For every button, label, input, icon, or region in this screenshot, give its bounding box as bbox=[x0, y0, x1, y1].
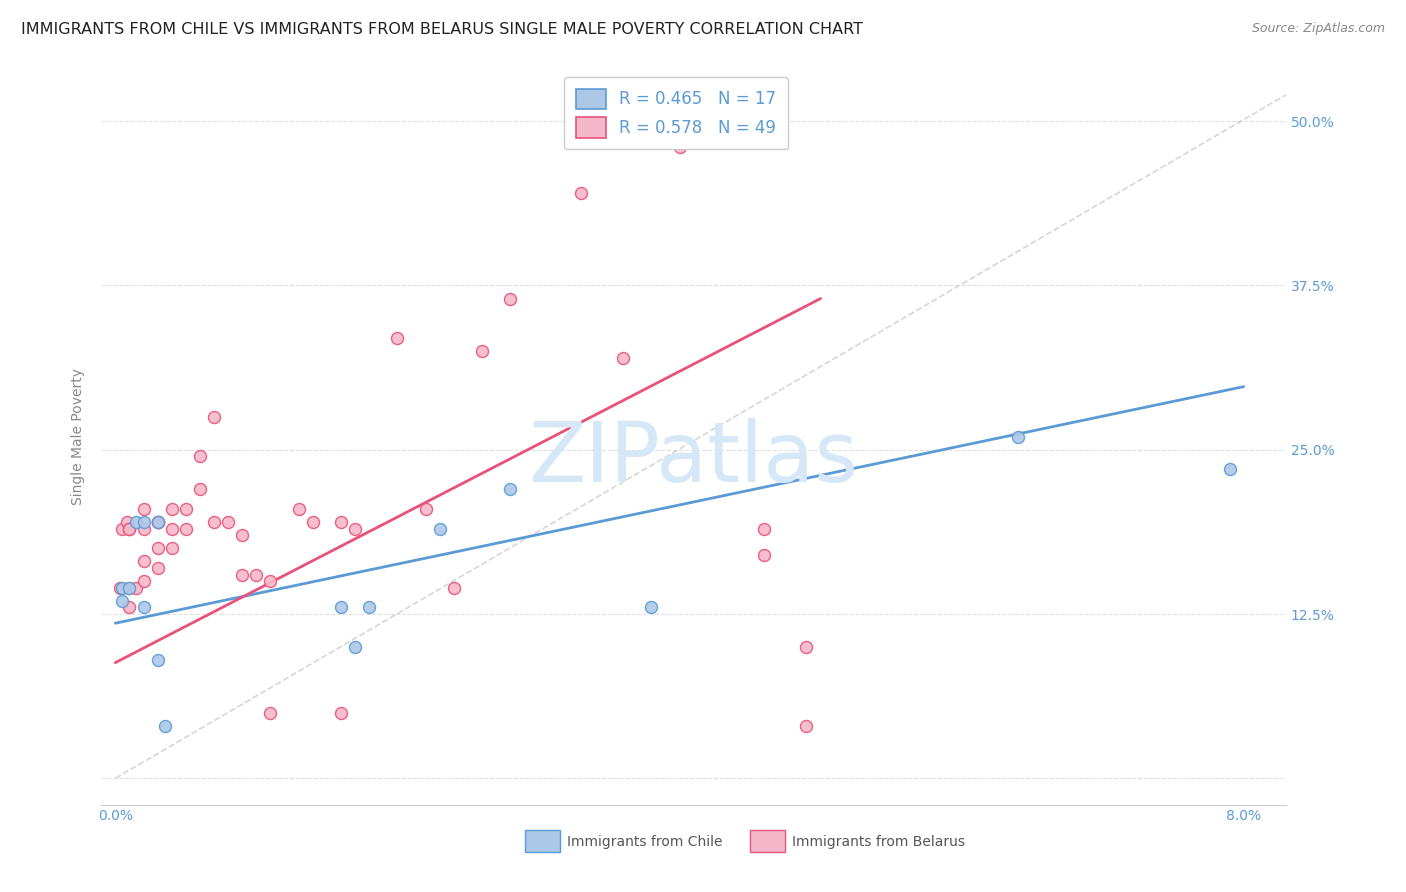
Point bbox=[125, 515, 148, 529]
Point bbox=[132, 554, 155, 568]
Point bbox=[118, 581, 141, 595]
Point bbox=[569, 186, 592, 201]
Point bbox=[160, 522, 183, 536]
Point bbox=[752, 522, 775, 536]
Point bbox=[160, 501, 183, 516]
Point bbox=[668, 140, 690, 154]
Text: ZIPatlas: ZIPatlas bbox=[529, 418, 859, 500]
Point bbox=[612, 351, 634, 365]
Point bbox=[146, 561, 169, 575]
Point bbox=[132, 501, 155, 516]
Point bbox=[217, 515, 239, 529]
Text: Source: ZipAtlas.com: Source: ZipAtlas.com bbox=[1251, 22, 1385, 36]
Point bbox=[111, 594, 134, 608]
Point bbox=[146, 515, 169, 529]
Point bbox=[245, 567, 267, 582]
Point bbox=[174, 522, 197, 536]
Point bbox=[146, 515, 169, 529]
Point bbox=[259, 706, 281, 720]
Point bbox=[146, 515, 169, 529]
Point bbox=[188, 450, 211, 464]
Point bbox=[231, 567, 253, 582]
Point bbox=[415, 501, 437, 516]
Point bbox=[174, 501, 197, 516]
Point bbox=[125, 581, 148, 595]
Point bbox=[1219, 462, 1241, 476]
Point bbox=[146, 653, 169, 667]
Point bbox=[640, 600, 662, 615]
Y-axis label: Single Male Poverty: Single Male Poverty bbox=[72, 368, 86, 505]
Point bbox=[796, 640, 818, 654]
Point bbox=[118, 522, 141, 536]
Point bbox=[146, 541, 169, 556]
Point bbox=[330, 515, 353, 529]
Point bbox=[387, 331, 409, 345]
Point bbox=[202, 515, 225, 529]
Point bbox=[259, 574, 281, 589]
Point bbox=[499, 292, 522, 306]
Point bbox=[752, 548, 775, 562]
Point bbox=[344, 522, 367, 536]
Point bbox=[499, 482, 522, 496]
Point bbox=[1007, 429, 1029, 443]
Point bbox=[231, 528, 253, 542]
Point bbox=[429, 522, 451, 536]
Point bbox=[132, 600, 155, 615]
Point bbox=[132, 522, 155, 536]
Point bbox=[344, 640, 367, 654]
Point bbox=[301, 515, 323, 529]
Text: IMMIGRANTS FROM CHILE VS IMMIGRANTS FROM BELARUS SINGLE MALE POVERTY CORRELATION: IMMIGRANTS FROM CHILE VS IMMIGRANTS FROM… bbox=[21, 22, 863, 37]
Point bbox=[330, 706, 353, 720]
Text: Immigrants from Belarus: Immigrants from Belarus bbox=[792, 835, 965, 849]
Point bbox=[132, 515, 155, 529]
Point bbox=[153, 719, 176, 733]
Point bbox=[118, 522, 141, 536]
Point bbox=[796, 719, 818, 733]
Point bbox=[108, 581, 131, 595]
Point bbox=[202, 409, 225, 424]
Point bbox=[118, 581, 141, 595]
Point bbox=[118, 600, 141, 615]
Point bbox=[330, 600, 353, 615]
Point bbox=[132, 574, 155, 589]
Point bbox=[160, 541, 183, 556]
Point bbox=[115, 515, 138, 529]
Point bbox=[443, 581, 465, 595]
Point bbox=[111, 522, 134, 536]
Point bbox=[188, 482, 211, 496]
Text: Immigrants from Chile: Immigrants from Chile bbox=[567, 835, 723, 849]
Legend: R = 0.465   N = 17, R = 0.578   N = 49: R = 0.465 N = 17, R = 0.578 N = 49 bbox=[564, 77, 787, 149]
Point bbox=[111, 581, 134, 595]
Point bbox=[287, 501, 309, 516]
Point bbox=[146, 515, 169, 529]
Point bbox=[471, 344, 494, 359]
Point bbox=[359, 600, 381, 615]
